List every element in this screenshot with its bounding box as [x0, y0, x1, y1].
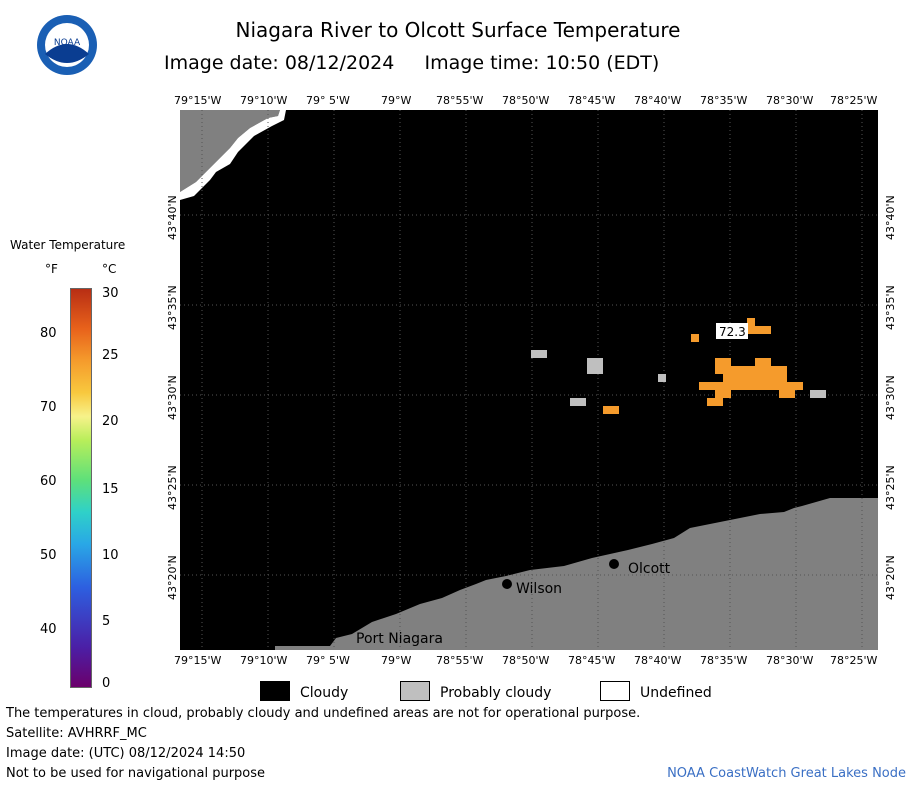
- key-cloudy-label: Cloudy: [300, 685, 349, 701]
- map-title: Niagara River to Olcott Surface Temperat…: [235, 18, 681, 42]
- utc-date-text: Image date: (UTC) 08/12/2024 14:50: [6, 746, 246, 761]
- celsius-tick: 25: [102, 348, 119, 363]
- lon-label-top: 79°10'W: [240, 94, 288, 107]
- place-label-olcott: Olcott: [628, 561, 671, 577]
- lon-label-bottom: 79°15'W: [174, 654, 222, 667]
- lon-label-top: 79° 5'W: [306, 94, 350, 107]
- fahrenheit-tick: 80: [40, 326, 57, 341]
- lon-label-top: 78°50'W: [502, 94, 550, 107]
- undefined-area: [180, 110, 286, 200]
- lon-label-top: 78°35'W: [700, 94, 748, 107]
- lon-label-bottom: 78°35'W: [700, 654, 748, 667]
- satellite-text: Satellite: AVHRRF_MC: [6, 726, 147, 741]
- lon-label-top: 78°55'W: [436, 94, 484, 107]
- legend-title: Water Temperature: [10, 238, 126, 252]
- lat-label-left: 43°20'N: [166, 555, 179, 600]
- lon-label-top: 78°40'W: [634, 94, 682, 107]
- lat-label-right: 43°25'N: [884, 465, 897, 510]
- lat-label-right: 43°20'N: [884, 555, 897, 600]
- key-cloudy-swatch: [260, 681, 290, 701]
- celsius-tick: 5: [102, 614, 111, 629]
- probably-cloudy-patch: [587, 358, 603, 374]
- fahrenheit-tick: 70: [40, 400, 57, 415]
- lat-label-left: 43°40'N: [166, 195, 179, 240]
- navigation-disclaimer: Not to be used for navigational purpose: [6, 766, 266, 781]
- lon-label-bottom: 78°25'W: [830, 654, 878, 667]
- canada-land: [180, 110, 280, 192]
- unit-fahrenheit: °F: [45, 262, 58, 276]
- probably-cloudy-patch: [810, 390, 826, 398]
- celsius-tick: 20: [102, 414, 119, 429]
- probably-cloudy-patch: [658, 374, 666, 382]
- lon-label-top: 79°W: [381, 94, 412, 107]
- unit-celsius: °C: [102, 262, 117, 276]
- lat-label-right: 43°30'N: [884, 375, 897, 420]
- lon-label-bottom: 79°10'W: [240, 654, 288, 667]
- lon-label-top: 78°25'W: [830, 94, 878, 107]
- fahrenheit-tick: 60: [40, 474, 57, 489]
- noaa-logo: NOAA: [36, 14, 98, 76]
- place-label-wilson: Wilson: [516, 581, 562, 597]
- logo-text: NOAA: [54, 38, 81, 48]
- key-probably-cloudy-label: Probably cloudy: [440, 685, 552, 701]
- probably-cloudy-patch: [531, 350, 547, 358]
- lon-label-bottom: 78°50'W: [502, 654, 550, 667]
- disclaimer-text: The temperatures in cloud, probably clou…: [6, 706, 641, 721]
- lat-label-left: 43°30'N: [166, 375, 179, 420]
- key-probably-cloudy-swatch: [400, 681, 430, 701]
- celsius-tick: 15: [102, 482, 119, 497]
- fahrenheit-tick: 40: [40, 622, 57, 637]
- lon-label-top: 78°30'W: [766, 94, 814, 107]
- lon-label-top: 78°45'W: [568, 94, 616, 107]
- lon-label-bottom: 78°45'W: [568, 654, 616, 667]
- lat-label-left: 43°35'N: [166, 285, 179, 330]
- celsius-tick: 30: [102, 286, 119, 301]
- lon-label-bottom: 78°40'W: [634, 654, 682, 667]
- wilson-marker: [502, 579, 512, 589]
- lat-label-right: 43°35'N: [884, 285, 897, 330]
- credit-text: NOAA CoastWatch Great Lakes Node: [667, 766, 906, 781]
- lat-label-right: 43°40'N: [884, 195, 897, 240]
- lon-label-bottom: 79° 5'W: [306, 654, 350, 667]
- warm-water-pixels: [603, 318, 803, 414]
- celsius-tick: 10: [102, 548, 119, 563]
- lon-label-bottom: 79°W: [381, 654, 412, 667]
- temperature-label: 72.3: [719, 325, 746, 339]
- temperature-map: 72.3 Olcott Wilson Port Niagara: [180, 110, 878, 650]
- us-land: [275, 498, 878, 650]
- lon-label-bottom: 78°55'W: [436, 654, 484, 667]
- celsius-tick: 0: [102, 676, 111, 691]
- temperature-label-box: [716, 323, 748, 339]
- graticule: [180, 110, 878, 650]
- olcott-marker: [609, 559, 619, 569]
- probably-cloudy-patch: [570, 398, 586, 406]
- lon-label-top: 79°15'W: [174, 94, 222, 107]
- key-undefined-swatch: [600, 681, 630, 701]
- temperature-colorbar: [70, 288, 92, 688]
- lat-label-left: 43°25'N: [166, 465, 179, 510]
- key-undefined-label: Undefined: [640, 685, 712, 701]
- fahrenheit-tick: 50: [40, 548, 57, 563]
- lon-label-bottom: 78°30'W: [766, 654, 814, 667]
- place-label-port-niagara: Port Niagara: [356, 631, 443, 647]
- map-subtitle: Image date: 08/12/2024 Image time: 10:50…: [164, 52, 660, 74]
